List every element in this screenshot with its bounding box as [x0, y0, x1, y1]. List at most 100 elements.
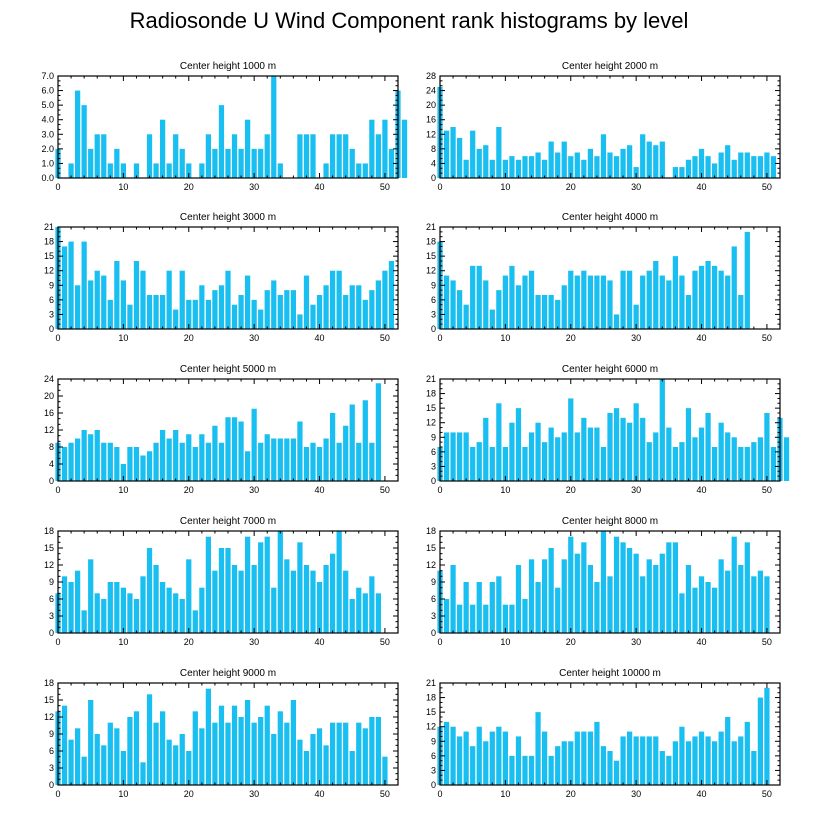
bar: [127, 593, 133, 633]
bar: [336, 722, 342, 785]
bar: [751, 156, 757, 178]
bar: [770, 447, 777, 481]
y-tick-label: 3.0: [41, 129, 54, 139]
histogram-panel: Center height 4000 m 0 3 6 9 12 15 18 21 0 10 20 30 4…: [426, 212, 781, 343]
bar: [258, 442, 264, 481]
bar: [502, 275, 508, 329]
bar: [659, 751, 665, 785]
y-tick-label: 15: [44, 543, 54, 553]
bar: [166, 739, 172, 785]
bar: [349, 148, 355, 178]
bar: [316, 582, 323, 633]
y-tick-label: 7.0: [41, 71, 54, 81]
bar: [61, 447, 68, 481]
y-tick-label: 18: [44, 678, 54, 688]
y-tick-label: 6: [431, 594, 436, 604]
bar: [470, 604, 476, 633]
bar: [238, 421, 244, 481]
bar: [258, 148, 264, 178]
bar: [212, 722, 218, 785]
bar: [581, 159, 587, 178]
bar: [68, 442, 74, 481]
bar: [362, 728, 368, 785]
bar: [199, 163, 205, 178]
bar: [457, 604, 463, 633]
bar: [107, 442, 113, 481]
bar: [457, 137, 463, 178]
bar: [369, 290, 375, 329]
bar: [751, 442, 757, 481]
bar: [284, 438, 290, 481]
bar: [88, 700, 94, 785]
x-tick-label: 50: [762, 637, 772, 647]
bar: [343, 425, 349, 481]
bar: [160, 119, 166, 178]
bar: [738, 447, 744, 481]
bar: [712, 587, 718, 633]
bar: [225, 148, 231, 178]
bar: [607, 413, 613, 481]
bar: [343, 295, 349, 329]
bar: [120, 587, 126, 633]
y-tick-label: 12: [426, 266, 436, 276]
bar: [522, 156, 528, 178]
bar: [205, 134, 211, 178]
y-tick-label: 3: [431, 765, 436, 775]
panel-title: Center height 8000 m: [562, 516, 658, 527]
bar: [160, 582, 166, 633]
bar: [401, 119, 408, 178]
bar: [231, 417, 238, 481]
y-tick-label: 6: [431, 295, 436, 305]
histogram-panel: Center height 6000 m 0 3 6 9 12 15 18 21 0 10 20 30 4…: [426, 364, 790, 495]
bar: [114, 582, 120, 633]
bar: [463, 159, 469, 178]
bar: [231, 565, 238, 633]
bar: [522, 755, 528, 785]
bar: [349, 599, 355, 633]
bar: [705, 736, 711, 785]
bar: [251, 299, 257, 329]
bar: [75, 570, 81, 633]
bar: [620, 270, 626, 329]
x-tick-label: 30: [249, 485, 259, 495]
bar: [666, 280, 672, 329]
x-tick-label: 50: [380, 637, 390, 647]
bar: [443, 432, 450, 481]
y-tick-label: 3: [431, 611, 436, 621]
x-tick-label: 30: [249, 789, 259, 799]
panel-title: Center height 7000 m: [180, 516, 276, 527]
histogram-panel: Center height 10000 m 0 3 6 9 12 15 18 21 0 10 20 30…: [426, 668, 781, 799]
bar: [245, 119, 251, 178]
bar: [679, 275, 685, 329]
bar: [627, 145, 633, 178]
bar: [218, 548, 225, 633]
bar: [502, 731, 508, 785]
y-tick-label: 16: [426, 115, 436, 125]
bar: [751, 751, 757, 785]
y-tick-label: 12: [44, 425, 54, 435]
bar: [173, 134, 179, 178]
bar: [160, 430, 166, 481]
bar: [718, 422, 724, 481]
histogram-panel: Center height 5000 m 0 4 8 12 16 20 24 0 10 20 30 40…: [44, 364, 399, 495]
bar: [245, 700, 251, 785]
bar: [264, 134, 270, 178]
bar: [646, 559, 652, 633]
bar: [186, 299, 192, 329]
bar: [107, 722, 113, 785]
bar: [297, 542, 303, 633]
x-tick-label: 0: [55, 485, 60, 495]
bar: [463, 304, 469, 329]
bar: [284, 559, 290, 633]
x-tick-label: 50: [762, 485, 772, 495]
bar: [362, 299, 368, 329]
y-tick-label: 15: [426, 707, 436, 717]
bar: [705, 413, 711, 481]
x-tick-label: 50: [762, 333, 772, 343]
bar: [186, 751, 192, 785]
bar: [659, 141, 665, 178]
bar: [672, 741, 678, 785]
bar: [323, 438, 329, 481]
bar: [284, 290, 290, 329]
bar: [607, 152, 613, 178]
